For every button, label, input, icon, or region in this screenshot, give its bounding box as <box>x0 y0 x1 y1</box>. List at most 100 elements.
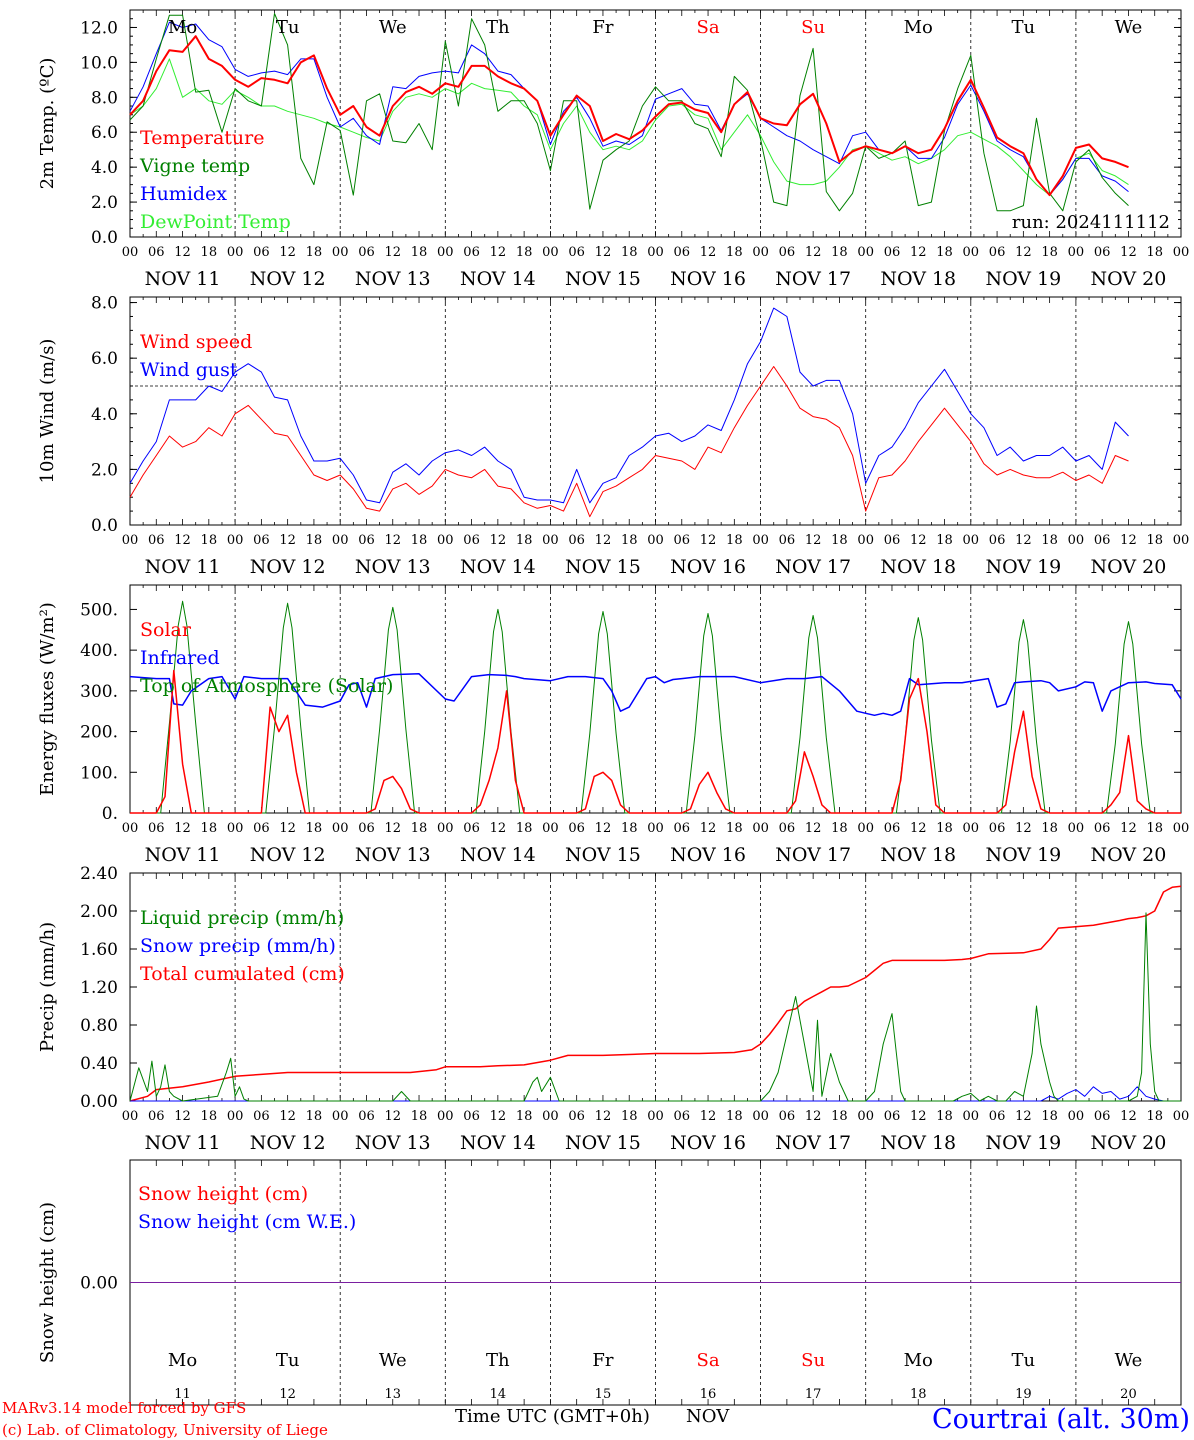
hour-label: 12 <box>910 821 927 836</box>
day-label: NOV 14 <box>460 556 536 578</box>
series-total-cumulated-cm- <box>129 885 1182 1102</box>
hour-label: 12 <box>384 821 401 836</box>
hour-label: 18 <box>516 1109 533 1124</box>
y-axis-label: 10m Wind (m/s) <box>37 339 58 484</box>
y-axis-label: 2m Temp. (ºC) <box>37 58 58 190</box>
y-tick-label: 0.0 <box>91 228 118 248</box>
weekday-label: Sa <box>697 1350 720 1371</box>
hour-label: 06 <box>358 533 375 548</box>
hour-label: 06 <box>779 821 796 836</box>
hour-label: 12 <box>700 821 717 836</box>
hour-label: 18 <box>1041 1109 1058 1124</box>
hour-label: 18 <box>516 821 533 836</box>
hour-label: 18 <box>411 533 428 548</box>
series-temperature <box>129 35 1129 197</box>
hour-label: 00 <box>1068 533 1085 548</box>
legend-entry: Infrared <box>140 647 220 669</box>
y-axis-label: Snow height (cm) <box>37 1202 58 1363</box>
hour-label: 12 <box>1015 533 1032 548</box>
y-axis-label: Energy fluxes (W/m²) <box>37 602 58 796</box>
hour-label: 06 <box>358 1109 375 1124</box>
hour-label: 00 <box>963 821 980 836</box>
day-label: NOV 12 <box>250 844 326 866</box>
day-label: NOV 12 <box>250 556 326 578</box>
hour-label: 00 <box>752 1109 769 1124</box>
hour-label: 00 <box>542 821 559 836</box>
legend-entry: Solar <box>140 619 192 641</box>
weekday-label: Mo <box>168 17 197 38</box>
hour-label: 00 <box>1173 533 1190 548</box>
y-tick-label: 12.0 <box>80 18 118 38</box>
weekday-label: We <box>379 1350 407 1371</box>
series-wind-gust <box>129 307 1129 504</box>
y-tick-label: 0.0 <box>91 516 118 536</box>
weekday-label: We <box>1115 17 1143 38</box>
y-tick-label: 8.0 <box>91 294 118 314</box>
y-tick-label: 500. <box>80 600 118 620</box>
series-dewpoint-temp <box>129 58 1129 196</box>
day-label: NOV 16 <box>670 556 746 578</box>
hour-label: 06 <box>463 821 480 836</box>
hour-label: 06 <box>1094 245 1111 260</box>
hour-label: 00 <box>963 533 980 548</box>
hour-label: 18 <box>1146 533 1163 548</box>
hour-label: 12 <box>700 1109 717 1124</box>
hour-label: 12 <box>1120 821 1137 836</box>
legend-entry: Humidex <box>140 183 227 205</box>
hour-label: 18 <box>726 245 743 260</box>
hour-label: 12 <box>490 1109 507 1124</box>
hour-label: 12 <box>595 533 612 548</box>
hour-label: 06 <box>148 533 165 548</box>
hour-label: 06 <box>884 821 901 836</box>
hour-label: 18 <box>831 245 848 260</box>
hour-label: 06 <box>779 533 796 548</box>
hour-label: 00 <box>752 245 769 260</box>
y-tick-label: 300. <box>80 682 118 702</box>
day-number-label: 11 <box>174 1387 191 1402</box>
hour-label: 18 <box>411 821 428 836</box>
hour-label: 12 <box>595 245 612 260</box>
day-label: NOV 14 <box>460 844 536 866</box>
y-tick-label: 200. <box>80 723 118 743</box>
weekday-label: Tu <box>276 17 300 38</box>
day-label: NOV 19 <box>985 556 1061 578</box>
y-tick-label: 6.0 <box>91 123 118 143</box>
day-label: NOV 13 <box>355 1132 431 1154</box>
day-number-label: 12 <box>279 1387 296 1402</box>
day-number-label: 13 <box>384 1387 401 1402</box>
hour-label: 00 <box>1068 1109 1085 1124</box>
hour-label: 18 <box>411 1109 428 1124</box>
y-tick-label: 2.0 <box>91 193 118 213</box>
hour-label: 06 <box>1094 533 1111 548</box>
y-tick-label: 0.40 <box>80 1054 118 1074</box>
day-label: NOV 13 <box>355 844 431 866</box>
day-label: NOV 11 <box>145 556 221 578</box>
hour-label: 12 <box>174 1109 191 1124</box>
series-solar <box>130 669 1181 814</box>
day-label: NOV 18 <box>880 268 956 290</box>
hour-label: 00 <box>122 533 139 548</box>
day-label: NOV 17 <box>775 1132 851 1154</box>
hour-label: 18 <box>621 1109 638 1124</box>
panel-energy: 0. 100. 200. 300. 400. 500. Energy fluxes (W/m… <box>37 584 1189 866</box>
day-label: NOV 15 <box>565 556 641 578</box>
hour-label: 06 <box>674 533 691 548</box>
hour-label: 00 <box>227 533 244 548</box>
legend-entry: Snow height (cm W.E.) <box>138 1211 356 1233</box>
hour-label: 06 <box>779 1109 796 1124</box>
y-tick-label: 6.0 <box>91 349 118 369</box>
hour-label: 18 <box>201 821 218 836</box>
panel-wind: 0.0 2.0 4.0 6.0 8.0 10m Wind (m/s) Wind speed W… <box>37 294 1189 578</box>
month-label: NOV <box>686 1406 730 1427</box>
time-axis-label: Time UTC (GMT+0h) <box>455 1406 650 1427</box>
day-label: NOV 19 <box>985 268 1061 290</box>
panel-precip: 0.00 0.40 0.80 1.20 1.60 2.00 2.40 Precip (mm/h… <box>37 864 1189 1154</box>
day-label: NOV 20 <box>1091 1132 1167 1154</box>
hour-label: 12 <box>700 245 717 260</box>
panel-snow: 0.00 Snow height (cm) Snow height (cm) Snow… <box>37 1159 1182 1406</box>
hour-label: 06 <box>884 245 901 260</box>
hour-label: 00 <box>1068 245 1085 260</box>
day-label: NOV 17 <box>775 844 851 866</box>
hour-label: 18 <box>1041 245 1058 260</box>
hour-label: 00 <box>857 533 874 548</box>
